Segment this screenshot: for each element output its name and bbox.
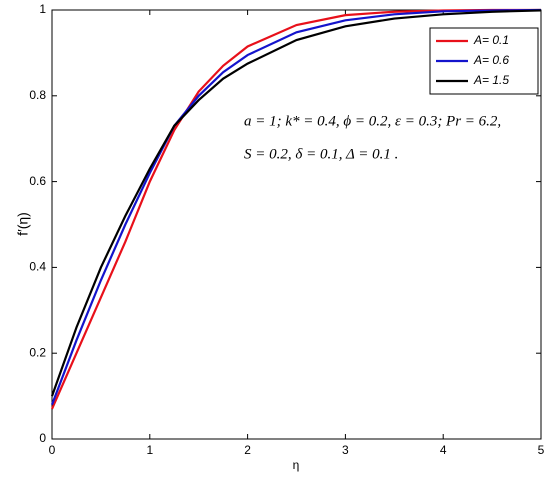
y-tick-label: 1 — [39, 2, 46, 16]
line-series — [50, 8, 542, 406]
x-tick-label: 0 — [49, 443, 56, 457]
x-tick-label: 4 — [440, 443, 447, 457]
y-tick-label: 0 — [39, 431, 46, 445]
plot-frame — [51, 9, 542, 440]
x-tick-label: 1 — [146, 443, 153, 457]
legend-label: A= 0.6 — [473, 53, 509, 67]
annotation: a = 1; k* = 0.4, ϕ = 0.2, ε = 0.3; Pr = … — [244, 113, 501, 129]
y-tick-label: 0.8 — [29, 88, 46, 102]
y-axis-label: f′(η) — [15, 212, 31, 236]
line-series — [50, 8, 541, 410]
x-tick-label: 5 — [538, 443, 545, 457]
x-tick-label: 3 — [342, 443, 349, 457]
legend-label: A= 1.5 — [473, 73, 509, 87]
x-axis-label: η — [293, 458, 300, 472]
y-tick-label: 0.4 — [29, 260, 46, 274]
x-tick-label: 2 — [244, 443, 251, 457]
y-tick-label: 0.2 — [29, 345, 46, 359]
line-series — [50, 9, 542, 397]
y-tick-label: 0.6 — [29, 174, 46, 188]
legend-label: A= 0.1 — [473, 33, 509, 47]
annotation: S = 0.2, δ = 0.1, Δ = 0.1 . — [244, 146, 398, 162]
